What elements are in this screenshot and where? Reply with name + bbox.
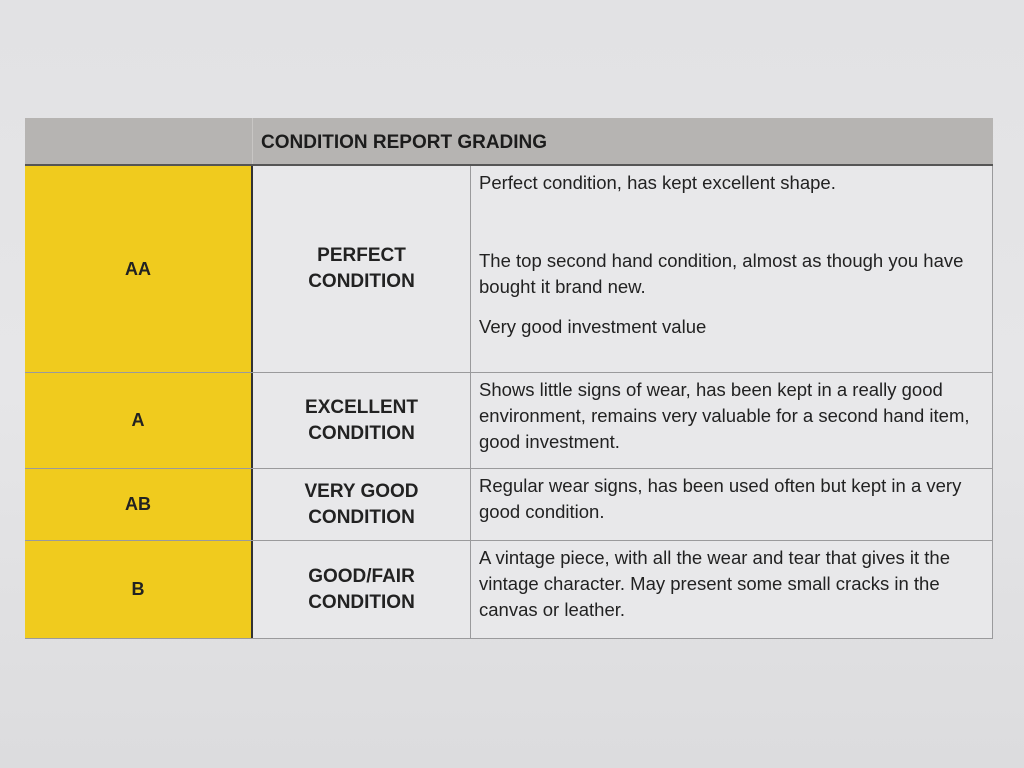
description-cell: A vintage piece, with all the wear and t… xyxy=(471,541,993,638)
condition-line: VERY GOOD xyxy=(304,480,419,502)
condition-line: GOOD/FAIR xyxy=(308,565,415,587)
description-text: The top second hand condition, almost as… xyxy=(479,250,964,297)
description-text: Perfect condition, has kept excellent sh… xyxy=(479,172,836,193)
condition-line: PERFECT xyxy=(317,245,406,266)
header-divider xyxy=(252,118,253,164)
condition-cell: VERY GOOD CONDITION xyxy=(253,469,471,540)
condition-cell: GOOD/FAIR CONDITION xyxy=(253,541,471,638)
table-title: CONDITION REPORT GRADING xyxy=(261,132,548,153)
description-cell: Perfect condition, has kept excellent sh… xyxy=(471,166,993,372)
condition-line: CONDITION xyxy=(308,591,415,613)
table-row: AA PERFECT CONDITION Perfect condition, h… xyxy=(25,166,993,373)
description-cell: Shows little signs of wear, has been kep… xyxy=(471,373,993,468)
grade-cell: AB xyxy=(25,469,253,540)
table-row: A EXCELLENT CONDITION Shows little signs … xyxy=(25,373,993,469)
description-cell: Regular wear signs, has been used often … xyxy=(471,469,993,540)
condition-line: CONDITION xyxy=(308,506,415,528)
table-row: AB VERY GOOD CONDITION Regular wear signs… xyxy=(25,469,993,541)
condition-line: CONDITION xyxy=(308,422,415,444)
description-text: Regular wear signs, has been used often … xyxy=(479,475,962,522)
description-text: A vintage piece, with all the wear and t… xyxy=(479,547,951,620)
table-header: CONDITION REPORT GRADING xyxy=(25,118,993,166)
grade-cell: A xyxy=(25,373,253,468)
condition-cell: EXCELLENT CONDITION xyxy=(253,373,471,468)
condition-line: CONDITION xyxy=(308,271,415,292)
table-row: B GOOD/FAIR CONDITION A vintage piece, wi… xyxy=(25,541,993,639)
grade-cell: AA xyxy=(25,166,253,372)
grade-cell: B xyxy=(25,541,253,638)
condition-cell: PERFECT CONDITION xyxy=(253,166,471,372)
description-text: Shows little signs of wear, has been kep… xyxy=(479,379,970,452)
condition-line: EXCELLENT xyxy=(305,396,418,418)
description-text: Very good investment value xyxy=(479,316,707,337)
